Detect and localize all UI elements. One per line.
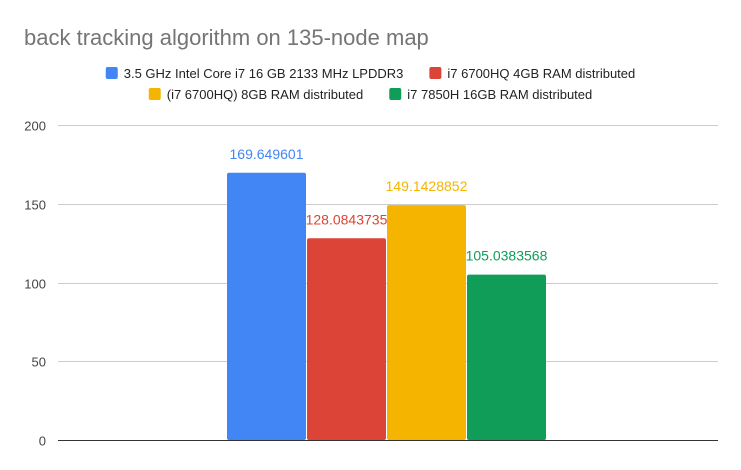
legend-label: i7 6700HQ 4GB RAM distributed [447, 66, 635, 81]
legend-label: (i7 6700HQ) 8GB RAM distributed [167, 87, 364, 102]
bar [387, 205, 466, 440]
y-tick-label: 150 [24, 198, 46, 213]
bar [227, 172, 306, 440]
legend: 3.5 GHz Intel Core i7 16 GB 2133 MHz LPD… [105, 66, 635, 102]
bar [307, 238, 386, 440]
bar [467, 274, 546, 440]
y-tick-label: 200 [24, 119, 46, 134]
legend-swatch [389, 88, 402, 100]
chart-title: back tracking algorithm on 135-node map [24, 25, 429, 50]
legend-swatch [148, 88, 161, 100]
legend-swatch [429, 67, 442, 79]
bars [227, 172, 546, 440]
y-tick-label: 100 [24, 277, 46, 292]
y-tick-label: 0 [39, 434, 46, 449]
legend-swatch [105, 67, 118, 79]
legend-label: i7 7850H 16GB RAM distributed [407, 87, 592, 102]
data-label: 149.1428852 [386, 178, 468, 194]
legend-label: 3.5 GHz Intel Core i7 16 GB 2133 MHz LPD… [124, 66, 404, 81]
data-label: 128.0843735 [306, 211, 388, 227]
y-tick-label: 50 [32, 355, 46, 370]
y-axis-ticks: 0 50 100 150 200 [24, 119, 46, 449]
data-labels: 169.649601 128.0843735 149.1428852 105.0383… [230, 146, 548, 264]
data-label: 169.649601 [230, 146, 304, 162]
data-label: 105.0383568 [466, 248, 548, 264]
